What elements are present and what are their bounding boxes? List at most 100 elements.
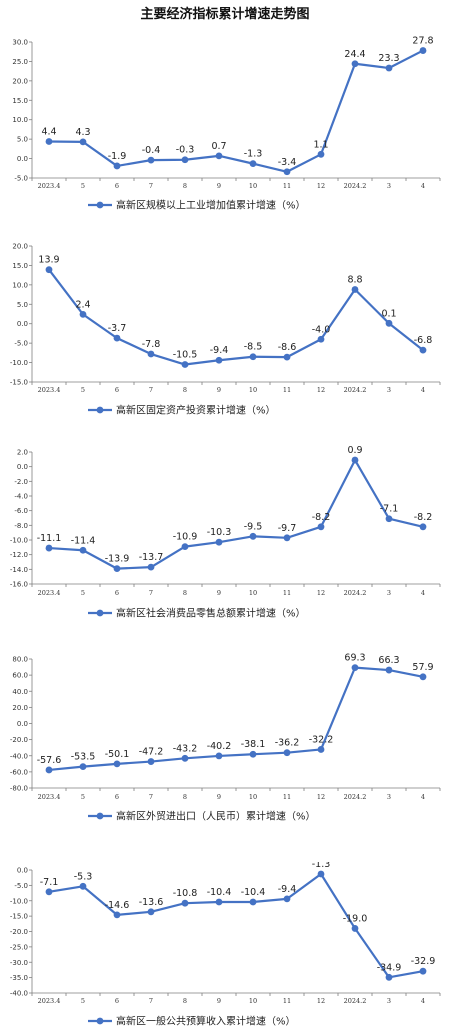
data-point <box>147 908 155 916</box>
data-point <box>181 754 189 762</box>
y-tick-label: -8.0 <box>14 522 28 530</box>
data-point <box>147 758 155 765</box>
x-tick-label: 5 <box>81 182 85 190</box>
data-point <box>181 361 189 368</box>
data-label: 0.9 <box>347 445 362 456</box>
x-tick-label: 5 <box>81 386 85 394</box>
data-label: -9.4 <box>210 345 229 356</box>
data-label: -10.4 <box>207 887 232 898</box>
x-tick-label: 9 <box>217 386 221 394</box>
y-tick-label: 40.0 <box>12 688 28 696</box>
y-tick-label: 80.0 <box>12 656 28 664</box>
x-tick-label: 5 <box>81 997 85 1005</box>
chart-fixed-asset-investment: 20.0 15.0 10.0 5.0 0.0 -5.0 -10.0 -15.0 2023.4 5 6… <box>10 243 441 417</box>
data-point <box>79 546 87 554</box>
x-tick-label: 6 <box>115 182 119 190</box>
data-label: 2.4 <box>75 299 90 310</box>
data-label: -13.7 <box>139 552 164 563</box>
data-label: -8.2 <box>312 512 331 523</box>
data-label: 4.3 <box>75 127 90 138</box>
x-tick-label: 6 <box>115 386 119 394</box>
y-tick-label: 0.0 <box>17 155 28 163</box>
data-label: -10.3 <box>207 527 232 538</box>
y-tick-label: 2.0 <box>17 449 28 457</box>
data-point <box>113 565 121 572</box>
data-label: -34.9 <box>377 962 402 973</box>
x-tick-label: 7 <box>149 182 153 190</box>
x-tick-label: 4 <box>421 793 425 801</box>
y-tick-label: 15.0 <box>12 262 28 270</box>
data-point <box>317 523 325 531</box>
data-point <box>283 353 291 361</box>
y-tick-label: 10.0 <box>12 281 28 289</box>
x-tick-label: 3 <box>387 589 391 597</box>
y-tick-label: -20.0 <box>10 736 28 744</box>
x-tick-label: 4 <box>421 589 425 597</box>
y-tick-label: -14.0 <box>10 566 28 574</box>
x-tick-label: 11 <box>283 182 291 190</box>
data-point <box>113 760 121 768</box>
x-tick-label: 10 <box>249 182 257 190</box>
x-tick-label: 5 <box>81 793 85 801</box>
data-point <box>215 356 223 364</box>
data-label: -40.2 <box>207 741 232 752</box>
x-tick-label: 12 <box>317 793 325 801</box>
data-label: -43.2 <box>173 743 198 754</box>
data-label: -8.2 <box>414 512 433 523</box>
data-point <box>317 150 325 158</box>
y-tick-label: -80.0 <box>10 785 28 793</box>
data-point <box>215 752 223 760</box>
x-tick-label: 4 <box>421 386 425 394</box>
x-tick-label: 2024.2 <box>344 182 367 190</box>
data-point <box>113 911 121 919</box>
x-tick-label: 6 <box>115 793 119 801</box>
data-label: -32.2 <box>309 734 334 745</box>
data-label: -8.6 <box>278 342 297 353</box>
data-point <box>147 563 155 571</box>
y-tick-label: 5.0 <box>17 301 28 309</box>
data-label: -7.1 <box>380 504 399 515</box>
data-point <box>215 898 223 906</box>
data-label: -6.8 <box>414 335 433 346</box>
data-point <box>181 543 189 550</box>
data-label: 8.8 <box>347 275 362 286</box>
data-point <box>79 310 87 318</box>
x-tick-label: 6 <box>115 997 119 1005</box>
series-line <box>48 49 424 173</box>
y-tick-label: -40.0 <box>10 752 28 760</box>
x-tick-label: 10 <box>249 386 257 394</box>
y-tick-label: 30.0 <box>12 39 28 47</box>
data-point <box>249 160 257 168</box>
data-label: -10.5 <box>173 350 198 361</box>
data-point <box>147 156 155 164</box>
legend-marker <box>96 1017 104 1025</box>
data-label: -4.0 <box>312 324 331 335</box>
y-tick-label: -60.0 <box>10 768 28 776</box>
data-label: -50.1 <box>105 749 130 760</box>
x-tick-label: 10 <box>249 589 257 597</box>
data-label: -13.9 <box>105 554 130 565</box>
data-label: -5.3 <box>74 871 93 882</box>
data-point <box>181 156 189 164</box>
x-tick-label: 7 <box>149 386 153 394</box>
x-tick-label: 8 <box>183 386 187 394</box>
data-label: 24.4 <box>344 49 365 60</box>
data-label: 23.3 <box>378 53 399 64</box>
data-point <box>147 350 155 358</box>
data-point <box>249 353 257 361</box>
x-tick-label: 2024.2 <box>344 589 367 597</box>
legend-label: 高新区一般公共预算收入累计增速（%） <box>116 1015 296 1028</box>
data-point <box>351 925 359 932</box>
data-label: -8.5 <box>244 342 263 353</box>
data-point <box>283 168 291 176</box>
data-point <box>45 544 53 552</box>
y-tick-label: 0.0 <box>17 320 28 328</box>
series-line <box>48 666 424 772</box>
data-point <box>181 899 189 907</box>
data-label: -9.5 <box>244 521 263 532</box>
data-point <box>317 870 325 878</box>
page-title: 主要经济指标累计增速走势图 <box>140 7 310 22</box>
data-label: 4.4 <box>41 126 56 137</box>
y-tick-label: -10.0 <box>10 537 28 545</box>
y-tick-label: -16.0 <box>10 581 28 589</box>
